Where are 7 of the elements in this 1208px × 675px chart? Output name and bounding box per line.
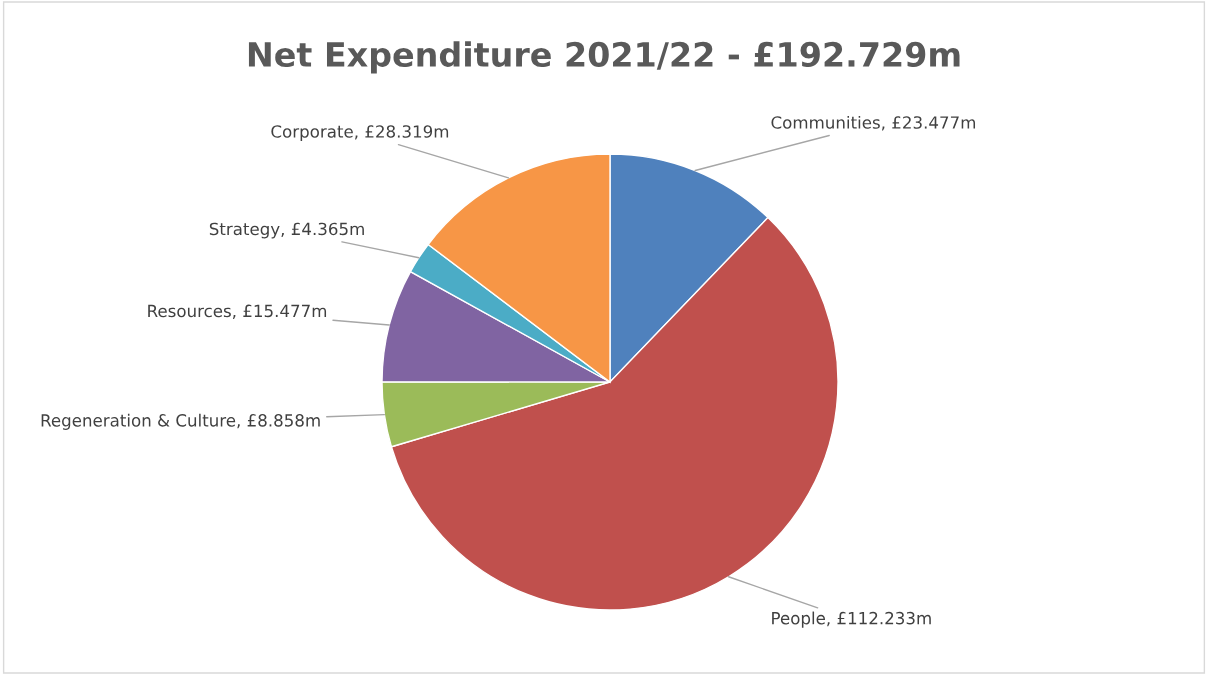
chart-title: Net Expenditure 2021/22 - £192.729m	[248, 41, 960, 74]
slice-label: Regeneration & Culture, £8.858m	[41, 413, 320, 430]
slice-label: People, £112.233m	[772, 611, 931, 628]
slice-label: Corporate, £28.319m	[271, 125, 449, 142]
slice-label: Resources, £15.477m	[148, 304, 327, 319]
slice-label: Communities, £23.477m	[771, 115, 976, 131]
slice-label: Strategy, £4.365m	[209, 222, 364, 239]
